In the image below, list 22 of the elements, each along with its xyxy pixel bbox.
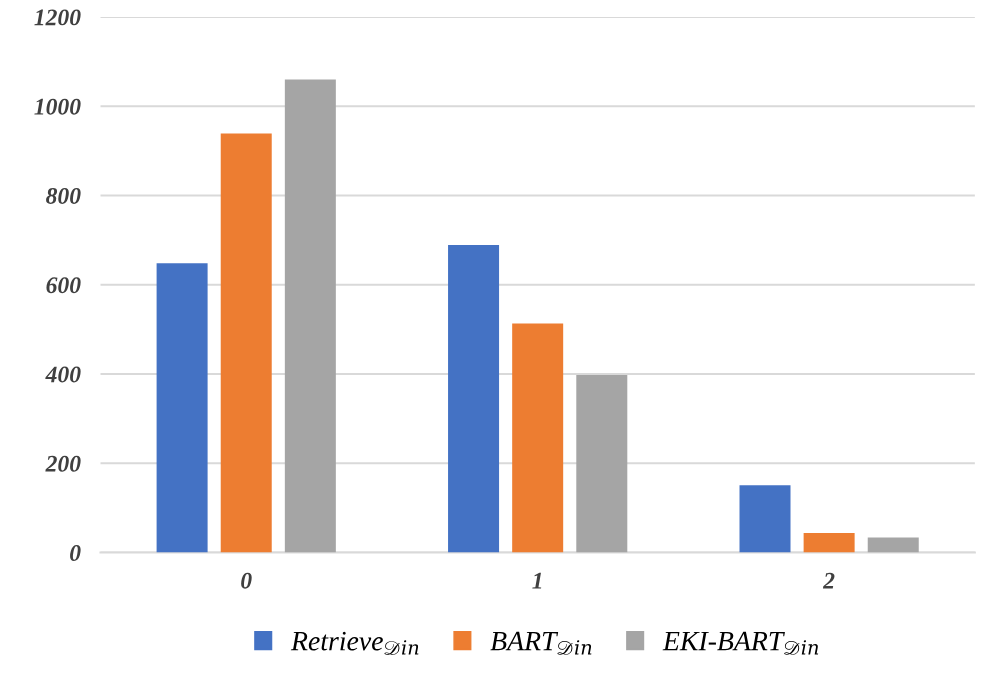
y-tick-label: 800 — [46, 187, 81, 204]
y-tick-label: 200 — [45, 455, 81, 472]
y-tick-label: 600 — [46, 277, 81, 294]
y-tick-label: 0 — [70, 545, 81, 561]
x-tick-label: 0 — [241, 572, 252, 589]
bar — [220, 133, 272, 553]
legend-label: Retrieve$_{𝒟in}$ — [290, 631, 419, 655]
bar — [867, 537, 919, 553]
bar — [576, 374, 628, 553]
y-tick-label: 1200 — [34, 9, 81, 26]
bar — [448, 245, 500, 553]
bar — [512, 323, 564, 553]
legend-label: BART$_{𝒟in}$ — [490, 631, 592, 655]
bar — [284, 79, 336, 553]
x-tick-label: 1 — [532, 572, 542, 589]
bar — [156, 263, 208, 553]
legend-label: EKI-BART$_{𝒟in}$ — [662, 631, 819, 655]
x-tick-label: 2 — [822, 572, 835, 589]
y-tick-label: 400 — [45, 366, 81, 383]
bar — [739, 485, 791, 553]
y-tick-label: 1000 — [34, 98, 81, 115]
bar — [803, 532, 855, 553]
